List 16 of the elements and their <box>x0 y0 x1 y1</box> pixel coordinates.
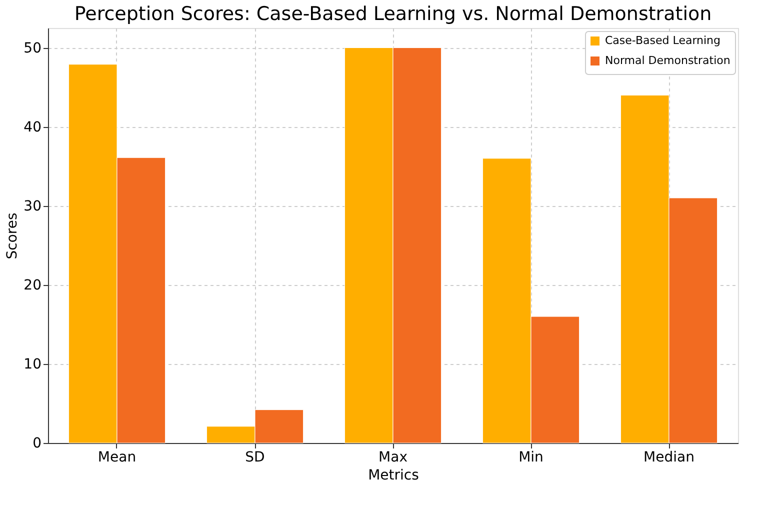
x-tick-label: Median <box>644 450 694 466</box>
y-axis-title: Scores <box>4 212 21 260</box>
x-tick-label: SD <box>245 450 265 466</box>
x-tick-label: Min <box>518 450 544 466</box>
legend-label: Normal Demonstration <box>605 54 730 67</box>
legend-label: Case-Based Learning <box>605 34 721 47</box>
x-tick-label: Max <box>378 450 408 466</box>
y-tick-label: 10 <box>24 356 42 372</box>
y-tick-label: 40 <box>24 119 42 136</box>
y-tick-label: 50 <box>24 40 42 56</box>
x-axis-title: Metrics <box>368 468 419 484</box>
y-tick-label: 30 <box>24 198 42 214</box>
y-tick-label: 0 <box>32 436 42 452</box>
y-tick-label: 20 <box>24 277 42 294</box>
chart-title: Perception Scores: Case-Based Learning vs. Normal Demonstration <box>74 3 712 25</box>
x-tick-label: Mean <box>98 450 136 466</box>
